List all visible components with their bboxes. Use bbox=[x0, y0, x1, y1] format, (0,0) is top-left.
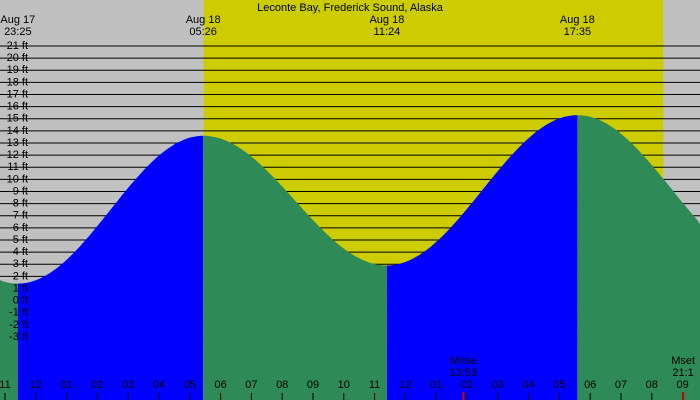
x-tick-label: 08 bbox=[646, 379, 658, 391]
x-tick-label: 09 bbox=[676, 379, 688, 391]
water bbox=[386, 115, 578, 400]
moon-label: Mrise bbox=[450, 355, 477, 367]
x-tick-label: 06 bbox=[214, 379, 226, 391]
water bbox=[577, 115, 700, 400]
x-tick-label: 02 bbox=[91, 379, 103, 391]
chart-title: Leconte Bay, Frederick Sound, Alaska bbox=[257, 2, 444, 14]
extreme-time: 11:24 bbox=[374, 26, 401, 38]
water bbox=[203, 135, 387, 400]
extreme-date: Aug 18 bbox=[369, 14, 404, 26]
y-tick-label: 15 ft bbox=[7, 113, 28, 125]
y-tick-label: 10 ft bbox=[7, 173, 28, 185]
extreme-date: Aug 18 bbox=[560, 14, 595, 26]
extreme-date: Aug 17 bbox=[0, 14, 35, 26]
y-tick-label: 5 ft bbox=[13, 234, 28, 246]
x-tick-label: 01 bbox=[60, 379, 72, 391]
x-tick-label: 04 bbox=[153, 379, 165, 391]
x-tick-label: 05 bbox=[553, 379, 565, 391]
extreme-time: 17:35 bbox=[564, 26, 592, 38]
extreme-time: 23:25 bbox=[4, 26, 32, 38]
y-tick-label: 9 ft bbox=[13, 185, 28, 197]
y-tick-label: 16 ft bbox=[7, 101, 28, 113]
y-tick-label: 21 ft bbox=[7, 40, 28, 52]
y-tick-label: 7 ft bbox=[13, 210, 28, 222]
moon-time: 13:53 bbox=[450, 367, 478, 379]
x-tick-label: 05 bbox=[184, 379, 196, 391]
extreme-date: Aug 18 bbox=[186, 14, 221, 26]
y-tick-label: 6 ft bbox=[13, 222, 28, 234]
x-tick-label: 04 bbox=[522, 379, 534, 391]
y-tick-label: 0 ft bbox=[13, 295, 28, 307]
x-tick-label: 06 bbox=[584, 379, 596, 391]
x-tick-label: 11 bbox=[369, 379, 380, 391]
x-tick-label: 02 bbox=[461, 379, 473, 391]
water bbox=[0, 135, 18, 400]
x-tick-label: 07 bbox=[615, 379, 627, 391]
y-tick-label: 18 ft bbox=[7, 76, 28, 88]
x-tick-label: 07 bbox=[245, 379, 257, 391]
water bbox=[17, 135, 204, 400]
y-tick-label: 20 ft bbox=[7, 52, 28, 64]
x-tick-label: 09 bbox=[307, 379, 319, 391]
x-tick-label: 11 bbox=[0, 379, 11, 391]
y-tick-label: 12 ft bbox=[7, 149, 28, 161]
moon-time: 21:1 bbox=[672, 367, 693, 379]
y-tick-label: 13 ft bbox=[7, 137, 28, 149]
y-tick-label: 17 ft bbox=[7, 88, 28, 100]
extreme-time: 05:26 bbox=[189, 26, 217, 38]
x-tick-label: 10 bbox=[338, 379, 350, 391]
y-tick-label: 1 ft bbox=[13, 282, 28, 294]
y-tick-label: 3 ft bbox=[13, 258, 28, 270]
x-tick-label: 01 bbox=[430, 379, 442, 391]
x-tick-label: 03 bbox=[492, 379, 504, 391]
y-tick-label: -2 ft bbox=[9, 319, 28, 331]
x-tick-label: 12 bbox=[30, 379, 42, 391]
x-tick-label: 12 bbox=[399, 379, 411, 391]
x-tick-label: 08 bbox=[276, 379, 288, 391]
moon-label: Mset bbox=[671, 355, 695, 367]
y-tick-label: 14 ft bbox=[7, 125, 28, 137]
x-tick-label: 03 bbox=[122, 379, 134, 391]
y-tick-label: 8 ft bbox=[13, 198, 28, 210]
y-tick-label: 4 ft bbox=[13, 246, 28, 258]
y-tick-label: -3 ft bbox=[9, 331, 28, 343]
y-tick-label: 2 ft bbox=[13, 270, 28, 282]
y-tick-label: 11 ft bbox=[7, 161, 28, 173]
y-tick-label: -1 ft bbox=[9, 307, 28, 319]
y-tick-label: 19 ft bbox=[7, 64, 28, 76]
